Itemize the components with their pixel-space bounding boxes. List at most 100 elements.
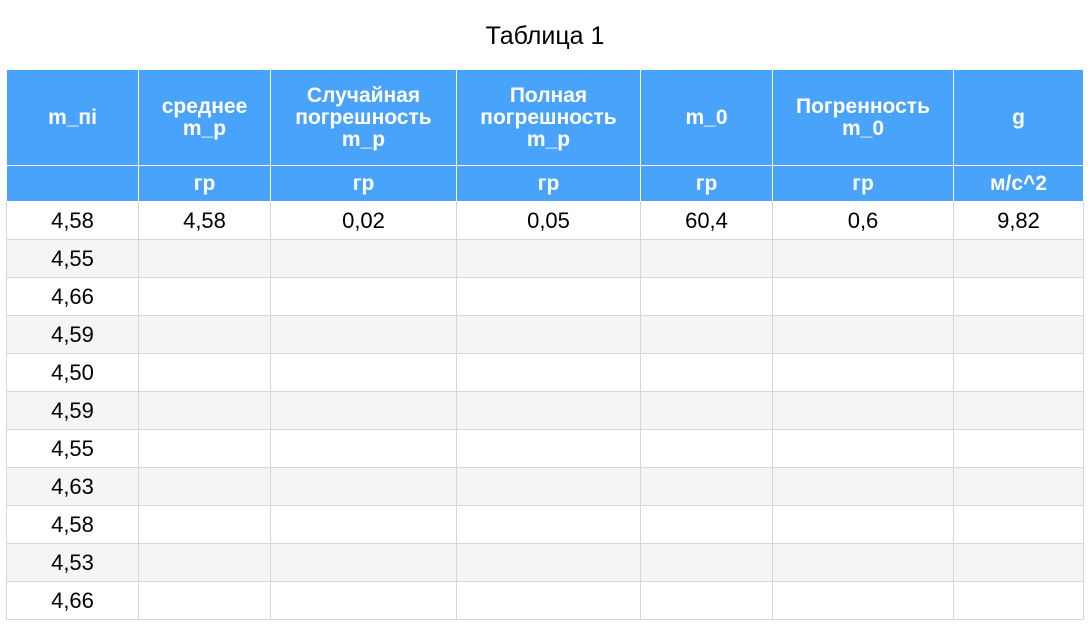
table-cell [772, 239, 954, 278]
table-cell: 4,58 [138, 201, 271, 240]
table-cell [772, 505, 954, 544]
table-cell [640, 543, 773, 582]
table-cell: 4,63 [6, 467, 139, 506]
table-cell [772, 467, 954, 506]
table-row: 4,53 [6, 543, 1084, 582]
table-row: 4,58 4,58 0,02 0,05 60,4 0,6 9,82 [6, 201, 1084, 240]
table-row: 4,59 [6, 315, 1084, 354]
table-cell [456, 505, 641, 544]
table-cell [270, 353, 457, 392]
table-cell [640, 505, 773, 544]
unit-mean-mp: гр [138, 165, 271, 202]
table-cell [456, 543, 641, 582]
table-cell [270, 239, 457, 278]
column-header-mean-mp: среднее m_р [138, 69, 271, 166]
table-cell [953, 429, 1084, 468]
table-cell [456, 239, 641, 278]
table-cell [270, 391, 457, 430]
table-cell [640, 239, 773, 278]
table-cell: 4,59 [6, 315, 139, 354]
column-header-error-m0: Погренность m_0 [772, 69, 954, 166]
column-header-m-pi: m_пi [6, 69, 139, 166]
table-cell [456, 429, 641, 468]
unit-m0: гр [640, 165, 773, 202]
header-row: m_пi среднее m_р Случайная погрешность m… [6, 69, 1084, 166]
table-row: 4,55 [6, 429, 1084, 468]
table-cell [640, 467, 773, 506]
table-cell [138, 581, 271, 620]
table-cell [138, 505, 271, 544]
table-cell [772, 581, 954, 620]
table-cell [953, 467, 1084, 506]
table-cell [270, 315, 457, 354]
table-cell: 4,59 [6, 391, 139, 430]
table-cell [640, 315, 773, 354]
table-cell [953, 391, 1084, 430]
table-cell [456, 391, 641, 430]
table-cell [138, 239, 271, 278]
table-cell [640, 353, 773, 392]
data-table: m_пi среднее m_р Случайная погрешность m… [6, 69, 1084, 620]
table-cell [270, 277, 457, 316]
unit-full-error-mp: гр [456, 165, 641, 202]
table-cell [772, 315, 954, 354]
units-row: гр гр гр гр гр м/с^2 [6, 165, 1084, 202]
column-header-full-error-mp: Полная погрешность m_р [456, 69, 641, 166]
table-cell [270, 505, 457, 544]
table-row: 4,66 [6, 581, 1084, 620]
table-cell [953, 277, 1084, 316]
table-row: 4,59 [6, 391, 1084, 430]
table-cell: 0,6 [772, 201, 954, 240]
table-body: 4,58 4,58 0,02 0,05 60,4 0,6 9,82 4,55 4… [6, 201, 1084, 620]
column-header-random-error-mp: Случайная погрешность m_р [270, 69, 457, 166]
table-cell: 0,02 [270, 201, 457, 240]
table-cell [953, 543, 1084, 582]
table-cell [138, 467, 271, 506]
table-cell [456, 581, 641, 620]
unit-m-pi [6, 165, 139, 202]
table-cell [138, 429, 271, 468]
table-row: 4,50 [6, 353, 1084, 392]
table-cell [456, 277, 641, 316]
table-cell [270, 543, 457, 582]
table-row: 4,55 [6, 239, 1084, 278]
table-cell [772, 543, 954, 582]
column-header-m0: m_0 [640, 69, 773, 166]
table-cell [138, 391, 271, 430]
table-cell [270, 581, 457, 620]
table-cell [640, 277, 773, 316]
table-cell [772, 353, 954, 392]
table-cell [138, 543, 271, 582]
table-row: 4,66 [6, 277, 1084, 316]
table-cell [640, 391, 773, 430]
table-cell [456, 467, 641, 506]
table-cell [270, 467, 457, 506]
table-cell: 60,4 [640, 201, 773, 240]
table-cell [270, 429, 457, 468]
table-cell [640, 429, 773, 468]
unit-g: м/с^2 [953, 165, 1084, 202]
table-cell [138, 353, 271, 392]
table-cell: 9,82 [953, 201, 1084, 240]
unit-error-m0: гр [772, 165, 954, 202]
table-row: 4,63 [6, 467, 1084, 506]
table-cell [640, 581, 773, 620]
table-cell [456, 315, 641, 354]
table-cell: 4,58 [6, 505, 139, 544]
table-cell [953, 353, 1084, 392]
table-cell [772, 277, 954, 316]
table-title: Таблица 1 [485, 22, 605, 50]
table-cell: 4,66 [6, 277, 139, 316]
table-cell: 0,05 [456, 201, 641, 240]
unit-random-error-mp: гр [270, 165, 457, 202]
table-cell [456, 353, 641, 392]
column-header-g: g [953, 69, 1084, 166]
table-cell [772, 429, 954, 468]
table-cell: 4,58 [6, 201, 139, 240]
table-cell [772, 391, 954, 430]
table-cell: 4,53 [6, 543, 139, 582]
table-cell [138, 277, 271, 316]
table-cell [953, 581, 1084, 620]
table-cell [138, 315, 271, 354]
table-cell: 4,55 [6, 429, 139, 468]
